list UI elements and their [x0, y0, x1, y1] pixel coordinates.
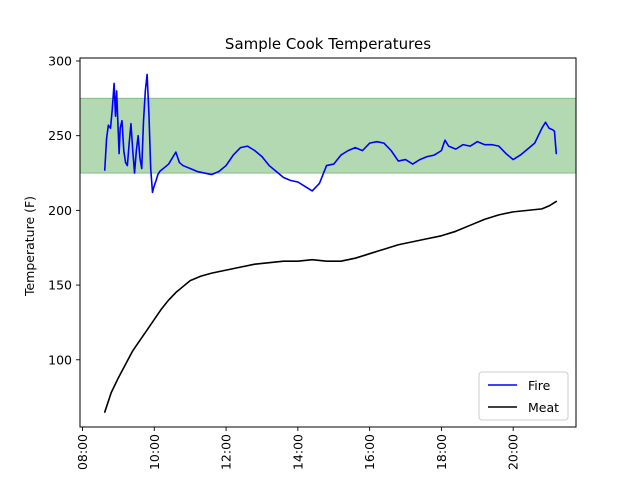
legend: Fire Meat — [478, 371, 569, 421]
y-axis-title: Temperature (F) — [22, 196, 37, 297]
x-tick-label: 10:00 — [147, 434, 162, 470]
x-tick-label: 12:00 — [219, 434, 234, 470]
target-temperature-band — [79, 97, 577, 174]
y-tick-label: 200 — [48, 203, 72, 218]
series-line-fire — [103, 73, 558, 194]
plot-area: 100 150 200 250 300 08:00 10:00 12:00 14:00 16:00… — [48, 53, 577, 470]
y-tick-label: 100 — [48, 352, 72, 367]
legend-meat-label: Meat — [528, 400, 559, 415]
y-tick-label: 150 — [48, 278, 72, 293]
legend-fire-label: Fire — [528, 378, 551, 393]
x-tick-label: 14:00 — [290, 434, 305, 470]
x-tick-label: 16:00 — [362, 434, 377, 470]
x-tick-label: 20:00 — [506, 434, 521, 470]
y-tick-label: 300 — [48, 53, 72, 68]
x-tick-label: 08:00 — [75, 434, 90, 470]
legend-box — [478, 371, 569, 421]
chart-title: Sample Cook Temperatures — [225, 35, 431, 53]
x-tick-label: 18:00 — [434, 434, 449, 470]
y-tick-label: 250 — [48, 128, 72, 143]
plot-frame — [79, 57, 577, 428]
series-line-meat — [103, 200, 558, 413]
